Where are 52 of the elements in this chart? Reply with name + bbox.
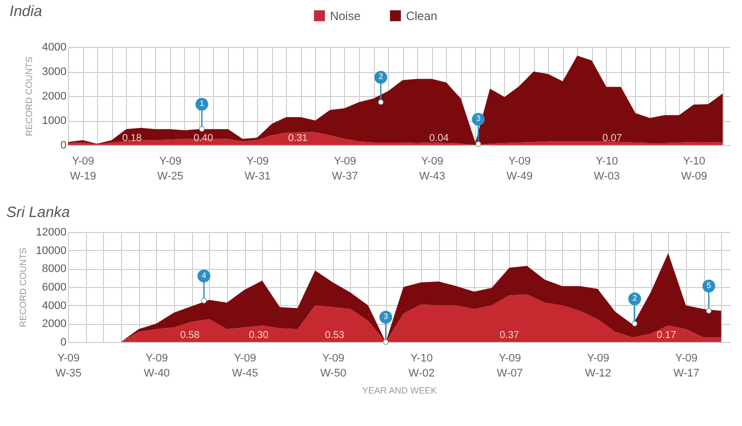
annotation: 0.18 [122, 133, 142, 144]
y-tick-label: 3000 [42, 66, 66, 78]
x-tick-label: Y-09 W-25 [157, 156, 184, 182]
x-tick-label: Y-10 W-09 [681, 156, 708, 182]
annotation: 0.37 [500, 330, 520, 341]
y-tick-label: 4000 [42, 42, 66, 54]
y-tick-label: 8000 [42, 263, 66, 276]
y-axis-title: RECORD COUNTS [24, 56, 34, 136]
x-tick-label: Y-10 W-02 [408, 352, 435, 380]
x-tick-label: Y-09 W-45 [232, 352, 258, 380]
y-tick-label: 12000 [36, 226, 66, 238]
x-tick-label: Y-09 W-07 [496, 352, 523, 380]
annotation: 0.31 [288, 133, 308, 144]
annotation: 3 [384, 312, 389, 321]
y-tick-label: 0 [60, 336, 66, 348]
annotation: 2 [378, 72, 384, 82]
annotation: 5 [706, 280, 712, 290]
x-tick-label: Y-09 W-17 [673, 352, 700, 380]
annotation: 0.04 [429, 133, 450, 144]
x-tick-label: Y-09 W-49 [506, 156, 533, 182]
x-axis-title: YEAR AND WEEK [362, 386, 437, 396]
annotation: 0.30 [248, 330, 269, 341]
y-tick-label: 1000 [42, 115, 66, 127]
annotation: 1 [200, 99, 205, 108]
annotation: 0.07 [602, 133, 622, 144]
x-tick-label: Y-09 W-35 [55, 352, 82, 380]
x-tick-label: Y-09 W-40 [144, 352, 170, 380]
annotation: 0.40 [194, 133, 214, 144]
y-tick-label: 2000 [42, 90, 66, 102]
annotation: 4 [202, 270, 207, 280]
x-tick-label: Y-09 W-37 [332, 156, 358, 182]
x-tick-label: Y-09 W-43 [419, 156, 446, 182]
annotation: 0.58 [180, 330, 200, 341]
annotation: 2 [632, 294, 638, 303]
x-tick-label: Y-10 W-03 [594, 156, 620, 182]
x-tick-label: Y-09 W-19 [70, 156, 96, 182]
x-tick-label: Y-09 W-50 [320, 352, 346, 380]
y-tick-label: 6000 [42, 282, 66, 294]
x-tick-label: Y-09 W-12 [585, 352, 612, 380]
annotation: 3 [476, 114, 482, 124]
y-tick-label: 4000 [42, 300, 66, 312]
legend-label: Noise [330, 8, 361, 23]
y-tick-label: 2000 [42, 318, 66, 330]
annotation: 0.17 [656, 330, 677, 341]
legend-label: Clean [406, 8, 438, 23]
chart-title: India [10, 3, 42, 20]
y-axis-title: RECORD COUNTS [18, 248, 28, 328]
annotation: 0.53 [324, 330, 345, 341]
chart-title: Sri Lanka [6, 204, 70, 221]
y-tick-label: 10000 [36, 244, 66, 257]
x-tick-label: Y-09 W-31 [244, 156, 271, 182]
y-tick-label: 0 [60, 140, 66, 152]
